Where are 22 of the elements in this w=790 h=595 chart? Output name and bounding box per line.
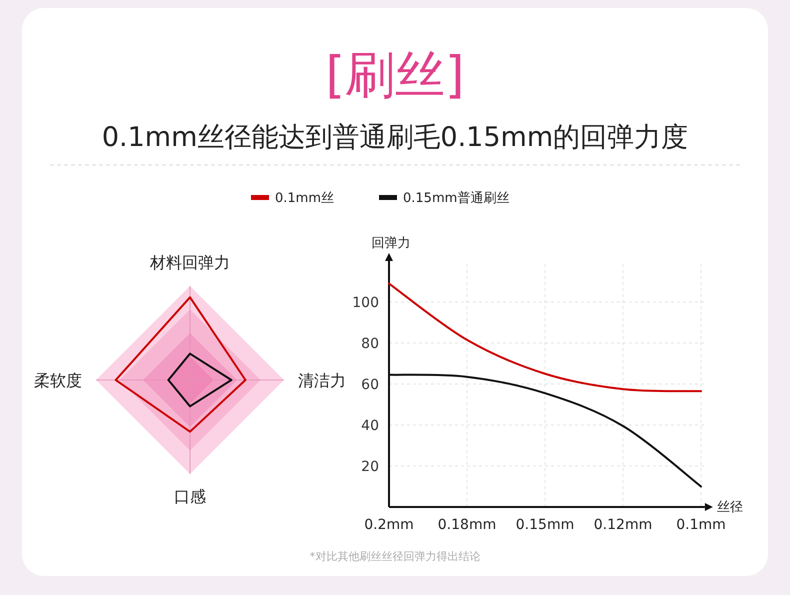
x-tick-label: 0.15mm bbox=[516, 517, 574, 533]
title: [刷丝] bbox=[326, 46, 464, 104]
chart-subtitle: 0.1mm丝径能达到普通刷毛0.15mm的回弹力度 bbox=[102, 122, 688, 153]
y-tick-label: 40 bbox=[361, 418, 379, 434]
spoke-label: 柔软度 bbox=[34, 371, 82, 390]
spoke-label: 清洁力 bbox=[298, 371, 346, 390]
x-tick-label: 0.12mm bbox=[594, 517, 652, 533]
x-tick-label: 0.2mm bbox=[364, 517, 414, 533]
x-tick-label: 0.1mm bbox=[676, 517, 726, 533]
y-tick-label: 80 bbox=[361, 336, 379, 352]
y-axis-title: 回弹力 bbox=[372, 236, 410, 251]
y-tick-label: 100 bbox=[352, 295, 379, 311]
legend-label: 0.1mm丝 bbox=[275, 191, 334, 206]
line-series bbox=[388, 282, 702, 392]
x-tick-label: 0.18mm bbox=[438, 517, 496, 533]
y-tick-label: 20 bbox=[361, 459, 379, 475]
legend-label: 0.15mm普通刷丝 bbox=[403, 190, 510, 206]
spoke-label: 材料回弹力 bbox=[149, 253, 230, 272]
y-tick-label: 60 bbox=[361, 377, 379, 393]
text: *对比其他刷丝丝径回弹力得出结论 bbox=[310, 550, 480, 563]
spoke-label: 口感 bbox=[174, 487, 206, 506]
x-axis-title: 丝径 bbox=[716, 500, 743, 515]
